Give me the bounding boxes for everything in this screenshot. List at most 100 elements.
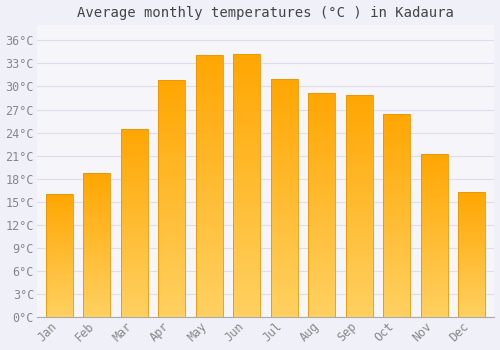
Bar — [158, 128, 186, 132]
Bar — [458, 282, 485, 285]
Bar — [46, 194, 73, 317]
Bar — [234, 154, 260, 160]
Bar — [308, 241, 336, 245]
Bar — [346, 135, 373, 139]
Bar — [458, 312, 485, 315]
Bar — [458, 234, 485, 237]
Bar — [421, 187, 448, 190]
Bar — [121, 163, 148, 167]
Bar — [121, 250, 148, 253]
Bar — [384, 220, 410, 224]
Bar — [84, 309, 110, 312]
Bar — [384, 268, 410, 273]
Bar — [421, 161, 448, 164]
Bar — [196, 71, 223, 76]
Bar — [84, 271, 110, 274]
Bar — [121, 197, 148, 201]
Bar — [234, 138, 260, 143]
Bar — [271, 231, 298, 236]
Title: Average monthly temperatures (°C ) in Kadaura: Average monthly temperatures (°C ) in Ka… — [77, 6, 454, 20]
Bar — [421, 203, 448, 206]
Bar — [46, 263, 73, 266]
Bar — [121, 272, 148, 276]
Bar — [271, 98, 298, 103]
Bar — [46, 310, 73, 313]
Bar — [346, 126, 373, 131]
Bar — [234, 265, 260, 270]
Bar — [234, 175, 260, 181]
Bar — [421, 183, 448, 187]
Bar — [46, 231, 73, 233]
Bar — [308, 304, 336, 308]
Bar — [421, 164, 448, 167]
Bar — [421, 285, 448, 288]
Bar — [121, 201, 148, 204]
Bar — [121, 295, 148, 299]
Bar — [196, 128, 223, 134]
Bar — [384, 183, 410, 187]
Bar — [308, 290, 336, 295]
Bar — [384, 216, 410, 220]
Bar — [196, 254, 223, 260]
Bar — [421, 304, 448, 308]
Bar — [384, 232, 410, 236]
Bar — [346, 170, 373, 175]
Bar — [158, 284, 186, 289]
Bar — [384, 305, 410, 309]
Bar — [121, 261, 148, 265]
Bar — [46, 214, 73, 216]
Bar — [196, 176, 223, 181]
Bar — [84, 268, 110, 271]
Bar — [458, 257, 485, 260]
Bar — [384, 118, 410, 122]
Bar — [46, 204, 73, 206]
Bar — [46, 248, 73, 251]
Bar — [308, 272, 336, 277]
Bar — [84, 262, 110, 266]
Bar — [121, 174, 148, 178]
Bar — [121, 306, 148, 310]
Bar — [196, 281, 223, 286]
Bar — [196, 97, 223, 102]
Bar — [84, 274, 110, 277]
Bar — [158, 294, 186, 299]
Bar — [421, 256, 448, 259]
Bar — [458, 194, 485, 197]
Bar — [234, 212, 260, 217]
Bar — [234, 117, 260, 122]
Bar — [308, 228, 336, 232]
Bar — [384, 313, 410, 317]
Bar — [234, 170, 260, 175]
Bar — [121, 253, 148, 257]
Bar — [421, 158, 448, 161]
Bar — [84, 245, 110, 248]
Bar — [46, 303, 73, 305]
Bar — [346, 273, 373, 277]
Bar — [271, 174, 298, 179]
Bar — [308, 308, 336, 313]
Bar — [121, 129, 148, 133]
Bar — [196, 181, 223, 186]
Bar — [196, 291, 223, 296]
Bar — [308, 120, 336, 124]
Bar — [196, 260, 223, 265]
Bar — [46, 221, 73, 224]
Bar — [46, 285, 73, 288]
Bar — [46, 246, 73, 248]
Bar — [346, 308, 373, 313]
Bar — [46, 305, 73, 308]
Bar — [271, 260, 298, 265]
Bar — [384, 301, 410, 305]
Bar — [384, 199, 410, 204]
Bar — [46, 216, 73, 219]
Bar — [234, 112, 260, 117]
Bar — [421, 249, 448, 252]
Bar — [121, 268, 148, 272]
Bar — [308, 254, 336, 259]
Bar — [458, 292, 485, 295]
Bar — [346, 219, 373, 224]
Bar — [346, 117, 373, 121]
Bar — [458, 285, 485, 287]
Bar — [271, 88, 298, 93]
Bar — [158, 189, 186, 194]
